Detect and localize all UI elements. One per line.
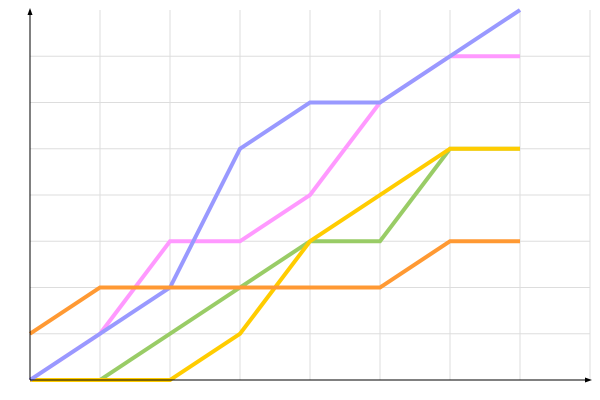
series-line-5 xyxy=(28,239,520,336)
y-axis-arrow-icon xyxy=(27,8,33,15)
series-line-4 xyxy=(28,8,522,382)
axes xyxy=(27,8,592,383)
series-line-1 xyxy=(30,146,520,382)
x-axis-arrow-icon xyxy=(585,377,592,383)
